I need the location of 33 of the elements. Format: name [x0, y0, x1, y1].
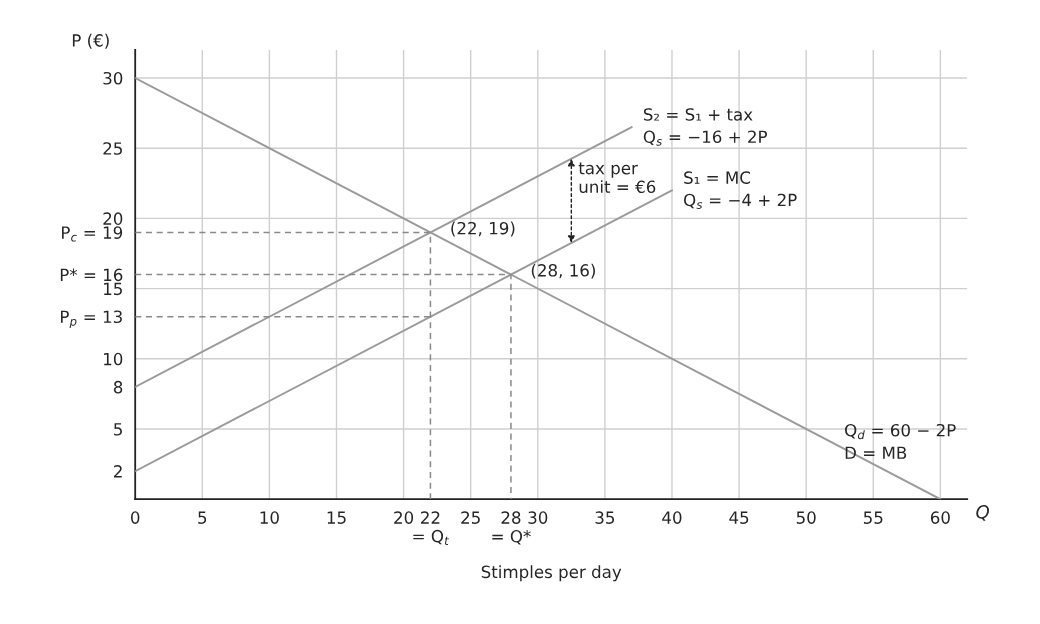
y-tick-label: 8 — [113, 380, 123, 394]
x-tick-label: 45 — [729, 511, 749, 524]
annotation: Q$_{d}$ = 60 − 2P D = MB — [845, 423, 956, 459]
y-tick-label: P$_{p}$ = 13 — [61, 310, 122, 328]
x-tick-label: 20 — [394, 511, 414, 524]
y-tick-label: 15 — [104, 282, 122, 296]
x-tick-label: 10 — [260, 511, 279, 524]
y-tick-label: P$_{c}$ = 19 — [62, 226, 123, 242]
y-tick-label: 30 — [103, 71, 123, 85]
y-axis-title: P (€) — [72, 33, 109, 49]
x-tick-label: 0 — [131, 511, 140, 524]
y-tick-label: 20 — [103, 212, 123, 225]
annotation: (22, 19) — [451, 221, 515, 237]
x-tick-label: 25 — [461, 511, 480, 524]
annotation: (28, 16) — [531, 263, 595, 279]
x-tick-label: 60 — [930, 511, 950, 524]
x-tick-label: 35 — [595, 511, 615, 524]
x-axis-title: Stimples per day — [481, 565, 622, 582]
annotation: tax per unit = €6 — [578, 162, 656, 194]
text: Q — [976, 505, 990, 521]
y-tick-label: 5 — [114, 423, 122, 436]
x-tick-label: 5 — [198, 511, 207, 524]
x-tick-label: 15 — [327, 511, 346, 524]
x-tick-label: 40 — [662, 511, 682, 524]
x-tick-label: 22 = Q$_{t}$ — [413, 511, 450, 545]
y-tick-label: P* = 16 — [60, 268, 123, 282]
y-tick-label: 2 — [114, 465, 122, 478]
x-tick-label: 55 — [863, 511, 883, 524]
x-tick-label: 50 — [796, 511, 816, 524]
y-tick-label: 25 — [103, 142, 122, 155]
annotation: S₂ = S₁ + tax Q$_{s}$ = −16 + 2P — [643, 108, 768, 146]
y-tick-label: 10 — [104, 352, 123, 366]
annotation: S₁ = MC Q$_{s}$ = −4 + 2P — [684, 171, 797, 209]
